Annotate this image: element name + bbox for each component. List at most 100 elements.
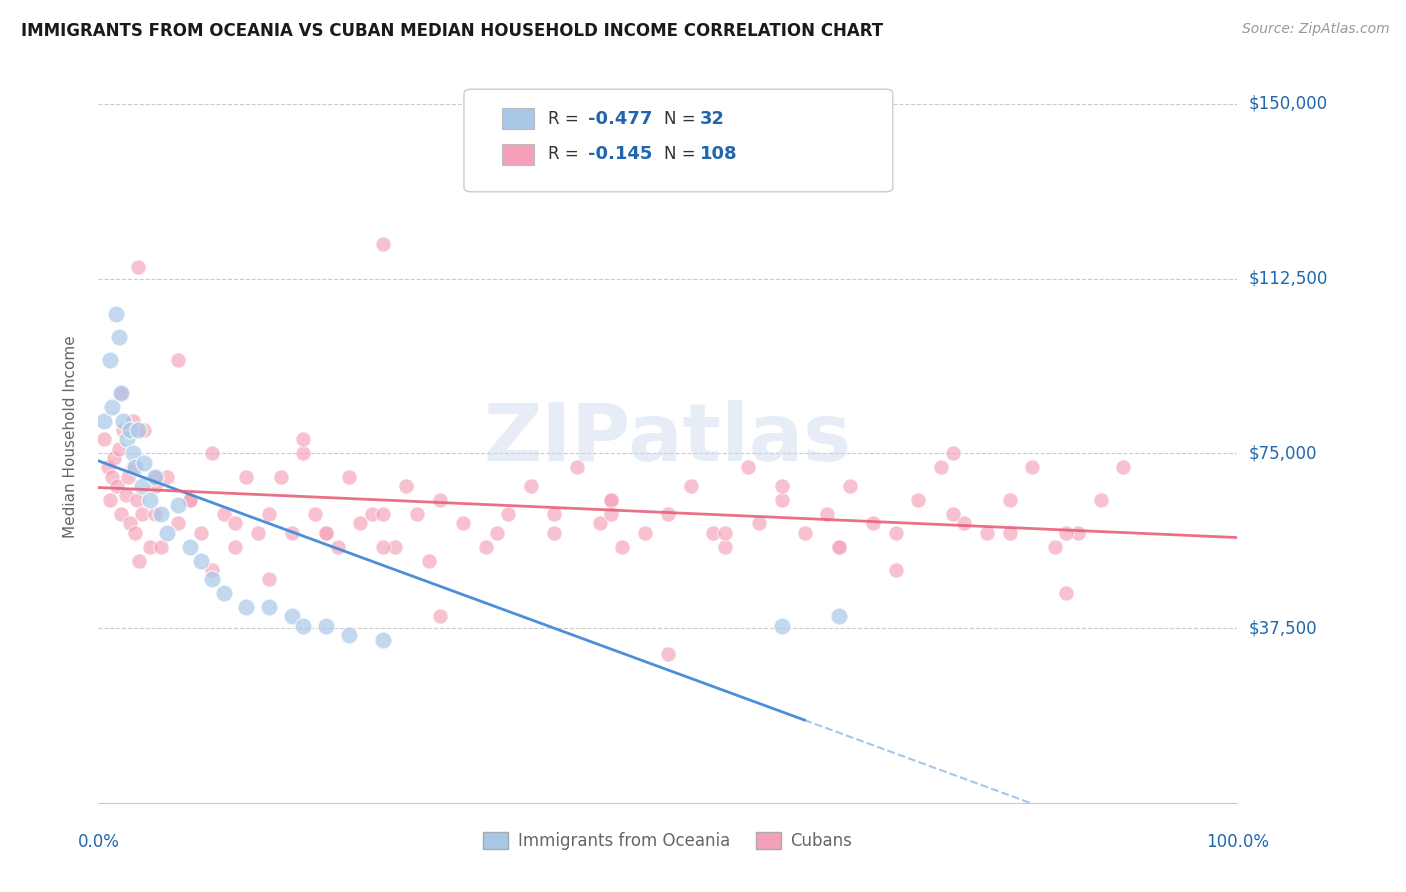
Point [246, 525, 269, 540]
Point [98, 493, 121, 508]
Point [486, 525, 509, 540]
Point [104, 307, 127, 321]
Point [451, 516, 474, 531]
Point [121, 446, 143, 460]
Point [384, 540, 406, 554]
Legend: Immigrants from Oceania, Cubans: Immigrants from Oceania, Cubans [477, 825, 859, 856]
Point [156, 525, 179, 540]
Text: N =: N = [664, 145, 700, 163]
Text: $37,500: $37,500 [1249, 619, 1317, 637]
Point [770, 493, 793, 508]
Point [108, 442, 131, 456]
Point [131, 479, 153, 493]
Point [110, 507, 132, 521]
Point [150, 540, 173, 554]
Point [259, 572, 281, 586]
Point [121, 460, 143, 475]
Point [953, 516, 976, 531]
Point [201, 563, 224, 577]
Point [429, 493, 451, 508]
Point [770, 619, 793, 633]
Point [145, 469, 167, 483]
Point [167, 516, 190, 531]
Point [371, 236, 394, 251]
Point [190, 553, 212, 567]
Point [315, 619, 337, 633]
Point [101, 469, 124, 483]
Point [679, 479, 702, 493]
Point [96, 460, 118, 475]
Text: 32: 32 [700, 110, 725, 128]
Text: ZIPatlas: ZIPatlas [484, 401, 852, 478]
Point [292, 446, 315, 460]
Point [167, 353, 190, 368]
Point [315, 525, 337, 540]
Point [907, 493, 929, 508]
Text: IMMIGRANTS FROM OCEANIA VS CUBAN MEDIAN HOUSEHOLD INCOME CORRELATION CHART: IMMIGRANTS FROM OCEANIA VS CUBAN MEDIAN … [21, 22, 883, 40]
Point [828, 609, 851, 624]
Point [371, 540, 394, 554]
Point [156, 469, 179, 483]
Point [839, 479, 862, 493]
Point [793, 525, 815, 540]
Point [588, 516, 610, 531]
Point [93, 414, 115, 428]
Point [121, 414, 143, 428]
Point [224, 540, 246, 554]
Point [1056, 586, 1078, 600]
Point [179, 540, 201, 554]
Point [235, 600, 257, 615]
Point [124, 460, 146, 475]
Point [371, 632, 394, 647]
Point [520, 479, 543, 493]
Point [884, 563, 907, 577]
Point [131, 507, 153, 521]
Point [304, 507, 326, 521]
Point [190, 525, 212, 540]
Point [110, 385, 132, 400]
Point [115, 433, 138, 447]
Point [98, 353, 121, 368]
Point [105, 479, 128, 493]
Point [124, 525, 146, 540]
Point [212, 507, 235, 521]
Point [998, 525, 1021, 540]
Point [1043, 540, 1066, 554]
Point [114, 488, 136, 502]
Point [120, 516, 142, 531]
Point [117, 469, 139, 483]
Text: R =: R = [548, 145, 585, 163]
Point [976, 525, 998, 540]
Point [292, 433, 315, 447]
Point [634, 525, 657, 540]
Point [132, 423, 155, 437]
Text: 108: 108 [700, 145, 738, 163]
Point [1021, 460, 1043, 475]
Point [127, 423, 149, 437]
Point [612, 540, 634, 554]
Point [337, 469, 360, 483]
Point [145, 507, 167, 521]
Point [127, 260, 149, 274]
Point [224, 516, 246, 531]
Point [110, 385, 132, 400]
Point [179, 493, 201, 508]
Y-axis label: Median Household Income: Median Household Income [63, 335, 77, 539]
Point [371, 507, 394, 521]
Point [498, 507, 520, 521]
Point [103, 451, 125, 466]
Point [108, 330, 131, 344]
Point [942, 507, 965, 521]
Point [235, 469, 257, 483]
Point [138, 540, 160, 554]
Point [167, 498, 190, 512]
Point [406, 507, 429, 521]
Point [543, 507, 565, 521]
Point [828, 540, 851, 554]
Point [815, 507, 838, 521]
Point [281, 609, 304, 624]
Point [748, 516, 770, 531]
Point [145, 479, 167, 493]
Point [360, 507, 382, 521]
Text: 0.0%: 0.0% [77, 833, 120, 851]
